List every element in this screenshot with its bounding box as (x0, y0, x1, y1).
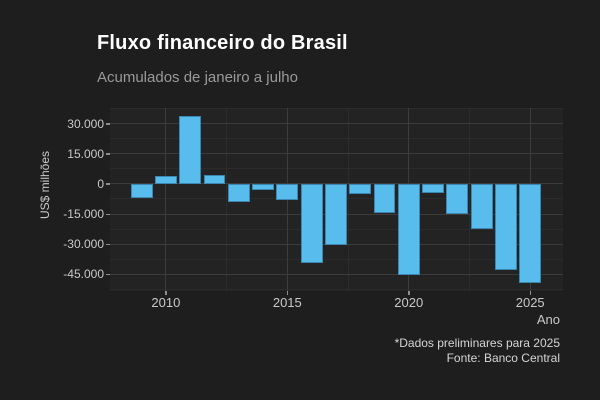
bar-2018 (349, 183, 372, 194)
v-gridline-minor (226, 108, 228, 291)
h-gridline-major (110, 123, 563, 125)
y-tick-label: 0 (97, 176, 104, 191)
x-tick-mark (408, 291, 410, 295)
y-tick-label: 15.000 (67, 146, 104, 161)
bar-2016 (300, 183, 323, 263)
y-tick-mark (106, 213, 110, 216)
bar-2023 (470, 183, 493, 230)
y-tick-mark (106, 183, 110, 185)
bar-2015 (276, 183, 299, 200)
v-gridline-major (165, 108, 167, 291)
chart-title: Fluxo financeiro do Brasil (97, 32, 348, 54)
x-axis-title: Ano (536, 312, 560, 327)
v-gridline-minor (468, 108, 470, 291)
h-gridline-minor (110, 288, 563, 290)
bar-2010 (154, 176, 177, 184)
chart-subtitle: Acumulados de janeiro a julho (97, 69, 298, 86)
v-gridline-minor (347, 108, 349, 291)
bar-2021 (422, 183, 444, 193)
bar-2025 (519, 183, 542, 283)
h-gridline-minor (110, 138, 563, 140)
y-tick-label: -30.000 (63, 237, 104, 252)
bar-2020 (397, 183, 420, 276)
y-tick-mark (106, 273, 110, 276)
y-tick-mark (106, 243, 110, 246)
y-tick-mark (106, 153, 110, 155)
h-gridline-minor (110, 108, 563, 110)
x-tick-label: 2025 (515, 295, 545, 310)
x-tick-label: 2020 (394, 295, 424, 310)
bar-2013 (227, 183, 250, 203)
bar-2022 (446, 183, 469, 215)
bar-2009 (130, 183, 153, 198)
x-tick-mark (165, 291, 167, 295)
x-tick-label: 2010 (151, 295, 181, 310)
x-tick-mark (286, 291, 289, 295)
caption-preliminary-note: *Dados preliminares para 2025 (394, 336, 560, 350)
y-tick-label: -45.000 (63, 267, 104, 282)
bar-2012 (203, 175, 226, 184)
h-gridline-major (110, 153, 563, 155)
bar-2011 (179, 116, 202, 184)
x-tick-mark (529, 291, 532, 295)
h-gridline-minor (110, 258, 563, 260)
bar-2014 (252, 183, 274, 191)
bar-2024 (494, 183, 517, 271)
h-gridline-minor (110, 168, 563, 170)
y-tick-mark (106, 123, 110, 125)
caption-source: Fonte: Banco Central (446, 351, 560, 365)
y-tick-label: -15.000 (63, 207, 104, 222)
y-tick-label: 30.000 (67, 116, 104, 131)
x-tick-label: 2015 (272, 295, 302, 310)
bar-2017 (324, 183, 347, 246)
h-gridline-major (110, 273, 563, 275)
bar-2019 (373, 183, 396, 213)
chart-panel (110, 108, 563, 291)
